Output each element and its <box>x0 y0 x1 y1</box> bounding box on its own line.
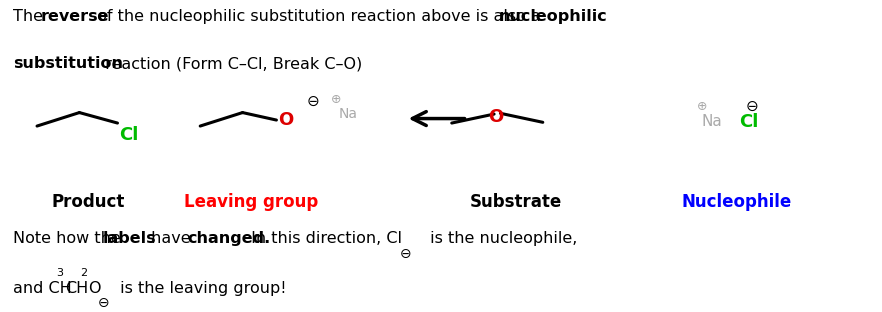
Text: Product: Product <box>51 193 125 212</box>
Text: is the leaving group!: is the leaving group! <box>115 281 287 296</box>
Text: Na: Na <box>338 107 357 121</box>
Text: Cl: Cl <box>739 113 759 131</box>
Text: nucleophilic: nucleophilic <box>498 9 608 24</box>
Text: CH: CH <box>64 281 88 296</box>
Text: ⊕: ⊕ <box>331 93 341 106</box>
Text: In this direction, Cl: In this direction, Cl <box>246 231 402 246</box>
Text: The: The <box>13 9 49 24</box>
Text: ⊖: ⊖ <box>745 99 758 114</box>
Text: O: O <box>278 111 294 129</box>
Text: O: O <box>88 281 101 296</box>
Text: Cl: Cl <box>119 126 138 144</box>
Text: of the nucleophilic substitution reaction above is also a: of the nucleophilic substitution reactio… <box>92 9 546 24</box>
Text: is the nucleophile,: is the nucleophile, <box>425 231 578 246</box>
Text: Substrate: Substrate <box>470 193 562 212</box>
Text: 2: 2 <box>80 268 87 278</box>
Text: have: have <box>146 231 196 246</box>
Text: and CH: and CH <box>13 281 72 296</box>
Text: Nucleophile: Nucleophile <box>681 193 792 212</box>
Text: ⊖: ⊖ <box>98 296 109 310</box>
Text: labels: labels <box>103 231 157 246</box>
Text: O: O <box>488 108 503 126</box>
Text: Note how the: Note how the <box>13 231 126 246</box>
Text: ⊖: ⊖ <box>400 246 412 261</box>
Text: 3: 3 <box>56 268 64 278</box>
Text: Na: Na <box>701 114 722 129</box>
Text: ⊕: ⊕ <box>697 100 707 113</box>
Text: changed.: changed. <box>188 231 271 246</box>
Text: Leaving group: Leaving group <box>184 193 318 212</box>
Text: ⊖: ⊖ <box>306 94 319 109</box>
Text: reaction (Form C–Cl, Break C–O): reaction (Form C–Cl, Break C–O) <box>101 56 363 71</box>
Text: substitution: substitution <box>13 56 123 71</box>
Text: reverse: reverse <box>41 9 109 24</box>
